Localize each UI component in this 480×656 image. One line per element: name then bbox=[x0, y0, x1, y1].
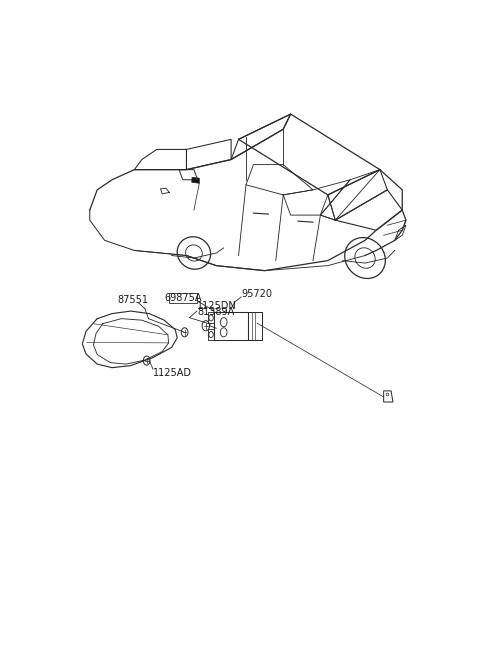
Text: 1125AD: 1125AD bbox=[153, 368, 192, 378]
Polygon shape bbox=[192, 177, 200, 183]
Text: 87551: 87551 bbox=[117, 295, 148, 305]
Bar bbox=[215, 312, 248, 340]
Text: 95720: 95720 bbox=[241, 289, 272, 299]
Text: 69875A: 69875A bbox=[164, 293, 202, 304]
Bar bbox=[208, 329, 215, 340]
Text: 81389A: 81389A bbox=[197, 307, 234, 317]
Bar bbox=[208, 312, 215, 323]
Text: 1125DN: 1125DN bbox=[197, 300, 237, 310]
